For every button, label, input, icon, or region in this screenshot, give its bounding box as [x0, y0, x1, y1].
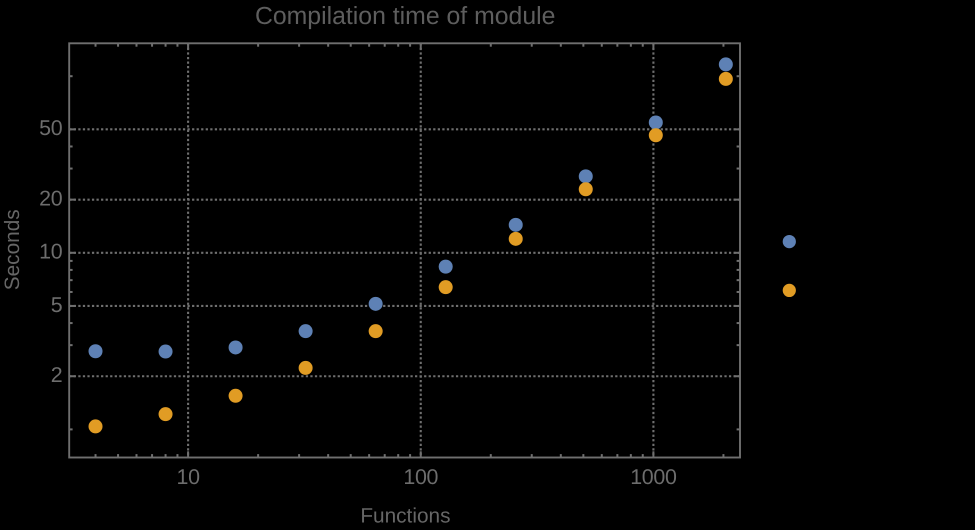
gridlines [69, 43, 740, 458]
y-axis-label: Seconds [1, 209, 24, 290]
data-point-series-2 [298, 360, 313, 375]
data-point-series-2 [718, 71, 733, 86]
data-point-series-1 [718, 57, 733, 72]
data-point-series-2 [508, 231, 523, 246]
x-tick-label: 100 [403, 465, 438, 489]
frame-rect [68, 42, 741, 459]
chart-title: Compilation time of module [255, 3, 555, 30]
data-point-series-1 [88, 344, 103, 359]
data-point-series-1 [228, 340, 243, 355]
y-tick-label: 20 [39, 186, 63, 210]
data-point-series-1 [648, 115, 663, 130]
x-axis-label: Functions [360, 505, 450, 525]
data-points [88, 57, 733, 434]
y-tick-label: 10 [39, 240, 63, 264]
data-point-series-2 [438, 280, 453, 295]
data-point-series-2 [578, 182, 593, 197]
data-point-series-2 [368, 324, 383, 339]
data-point-series-1 [368, 296, 383, 311]
data-point-series-1 [578, 169, 593, 184]
data-point-series-1 [508, 217, 523, 232]
plot-frame [68, 42, 741, 459]
x-tick-label: 10 [176, 465, 200, 489]
data-point-series-2 [158, 407, 173, 422]
data-point-series-2 [228, 388, 243, 403]
data-point-series-1 [298, 324, 313, 339]
y-tick-label: 2 [51, 363, 63, 387]
data-point-series-1 [438, 259, 453, 274]
legend-marker-2 [782, 283, 796, 297]
legend-markers [782, 235, 796, 297]
x-tick-label: 1000 [630, 465, 677, 489]
tick-labels: 10 100 1000 2 5 10 20 50 [39, 116, 677, 489]
y-tick-label: 5 [51, 293, 63, 317]
legend-marker-1 [782, 235, 796, 249]
y-tick-label: 50 [39, 116, 63, 140]
data-point-series-2 [88, 419, 103, 434]
axis-ticks [69, 43, 740, 458]
data-point-series-2 [648, 128, 663, 143]
data-point-series-1 [158, 344, 173, 359]
